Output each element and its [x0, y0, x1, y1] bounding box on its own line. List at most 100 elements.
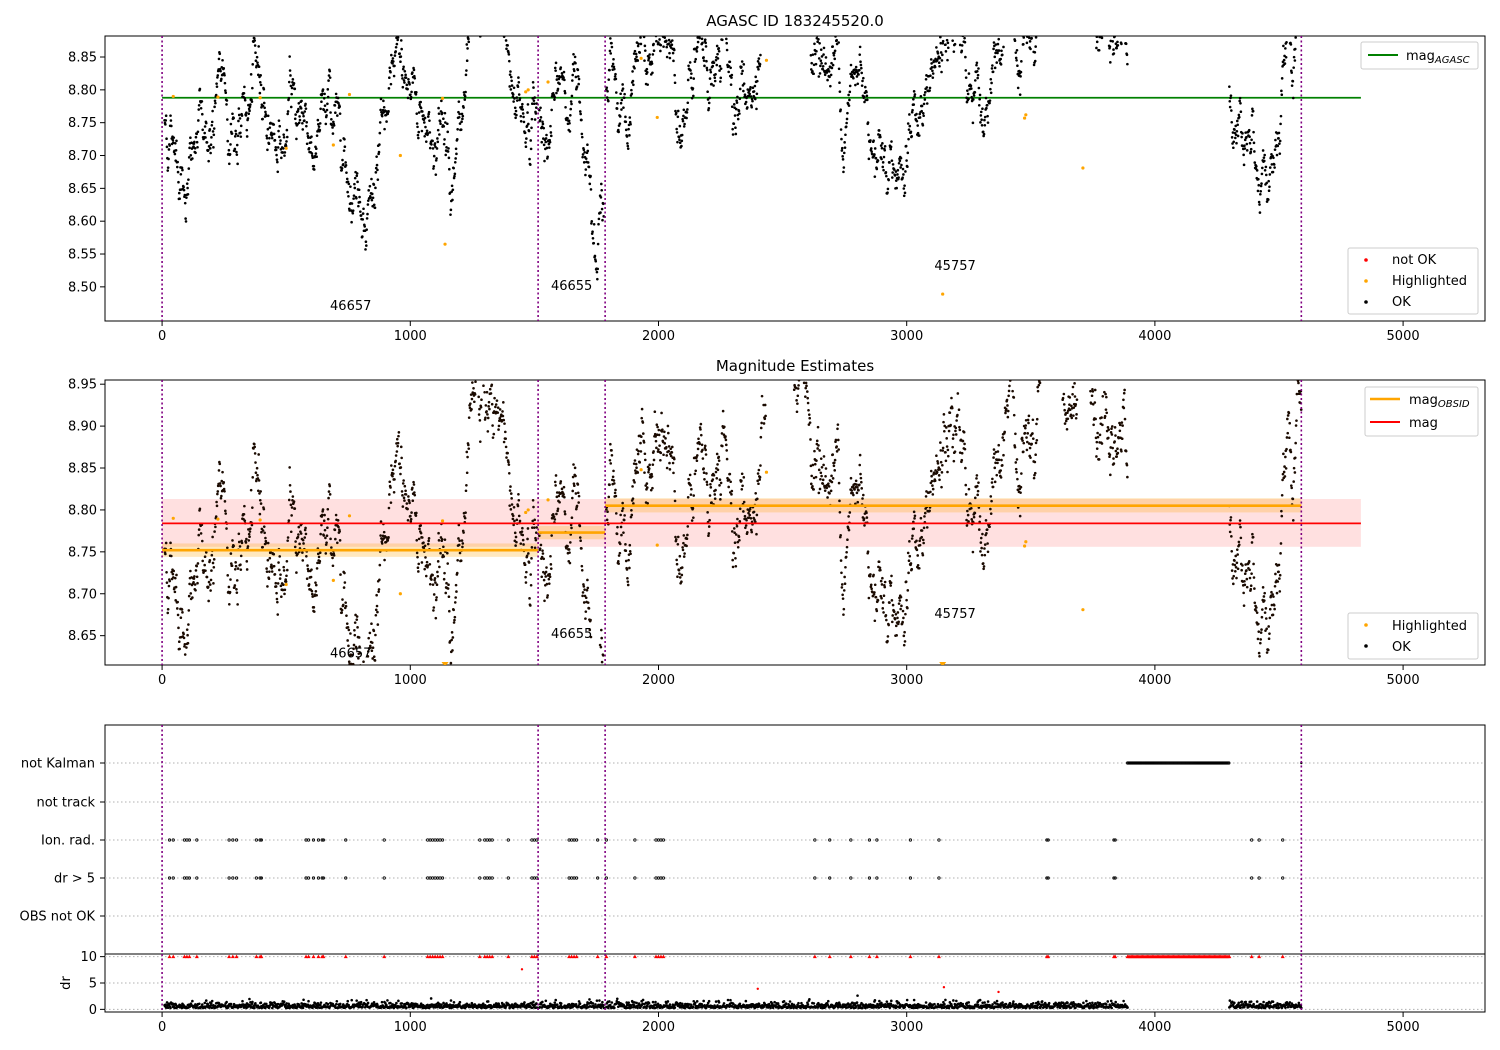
ok-point [218, 52, 222, 56]
ok-point [650, 62, 654, 65]
ok-point [329, 537, 332, 541]
ok-point [341, 163, 345, 166]
ok-point [253, 44, 257, 47]
ok-point [223, 489, 226, 493]
ok-point [834, 438, 838, 442]
ok-point [986, 550, 990, 554]
ok-point [865, 90, 868, 94]
ok-point [1045, 287, 1048, 290]
ok-point [235, 153, 239, 156]
ok-point [1039, 371, 1042, 374]
ok-point [426, 132, 430, 135]
ok-point [468, 7, 471, 10]
ok-point [1058, 306, 1061, 309]
ok-point [869, 573, 872, 576]
ok-point [842, 613, 845, 616]
ok-point [937, 466, 941, 469]
ok-point [997, 49, 1001, 52]
ok-point [303, 528, 307, 532]
ok-point [545, 146, 549, 150]
ok-point [1261, 149, 1265, 152]
ok-point [394, 459, 397, 463]
ok-point [988, 525, 991, 529]
ok-point [652, 49, 656, 53]
ok-point [709, 486, 713, 489]
ok-point [595, 270, 599, 274]
ok-point [945, 445, 949, 448]
ok-point [846, 538, 849, 542]
ok-point [226, 546, 229, 550]
ok-point [757, 482, 760, 486]
ok-point [520, 530, 524, 533]
ok-point [448, 167, 451, 171]
ok-point [434, 581, 437, 584]
ok-point [1027, 414, 1031, 418]
ok-point [511, 95, 515, 99]
ok-point [324, 122, 328, 126]
ok-point [634, 469, 637, 472]
ok-point [807, 413, 811, 416]
ok-point [293, 87, 297, 91]
ok-point [1082, 347, 1085, 350]
ok-point [639, 441, 642, 445]
ok-point [686, 525, 690, 528]
ok-point [166, 169, 170, 172]
ok-point [530, 126, 533, 130]
ok-point [230, 564, 234, 568]
ok-point [900, 163, 903, 167]
ok-point [419, 100, 423, 104]
ok-point [1002, 29, 1005, 32]
ok-point [1066, 12, 1069, 15]
ok-point [498, 19, 501, 22]
ok-point [382, 537, 386, 540]
ok-point [922, 526, 926, 530]
ok-point [599, 196, 603, 199]
ok-point [437, 112, 441, 115]
ok-point [762, 6, 765, 9]
ok-point [1288, 21, 1291, 24]
ok-point [562, 76, 565, 80]
ok-point [504, 39, 508, 42]
ok-point [225, 103, 228, 106]
legend-label-not-ok: not OK [1392, 253, 1437, 268]
ok-point [636, 44, 640, 48]
ok-point [449, 661, 453, 665]
ok-point [318, 122, 322, 125]
ok-point [282, 133, 286, 136]
ok-point [323, 104, 327, 107]
ok-point [1272, 156, 1275, 160]
ok-point [383, 558, 386, 562]
ok-point [369, 646, 372, 649]
ok-point [473, 393, 477, 396]
ok-point [981, 532, 984, 536]
ok-point [396, 441, 400, 445]
ok-point [502, 18, 505, 21]
ok-point [401, 85, 405, 89]
ok-point [432, 154, 436, 158]
ok-point [1101, 22, 1104, 25]
ok-point [346, 180, 350, 184]
ok-point [297, 121, 301, 125]
ok-point [588, 628, 592, 632]
ok-point [930, 474, 933, 478]
ok-point [366, 203, 370, 206]
ok-point [1059, 350, 1062, 353]
ok-point [741, 69, 744, 73]
ok-point [394, 45, 398, 49]
ok-point [533, 518, 536, 522]
ok-point [815, 439, 819, 443]
ok-point [614, 494, 618, 498]
ok-point [678, 138, 681, 142]
ok-point [1042, 312, 1045, 315]
ok-point [593, 254, 597, 258]
ok-point [605, 86, 609, 89]
ok-point [957, 380, 960, 381]
ok-point [882, 168, 885, 172]
ok-point [667, 445, 671, 448]
ok-point [319, 532, 322, 536]
ok-point [456, 127, 459, 131]
ok-point [1092, 6, 1095, 9]
ok-point [942, 413, 946, 416]
ok-point [702, 467, 705, 470]
ok-point [587, 165, 591, 169]
